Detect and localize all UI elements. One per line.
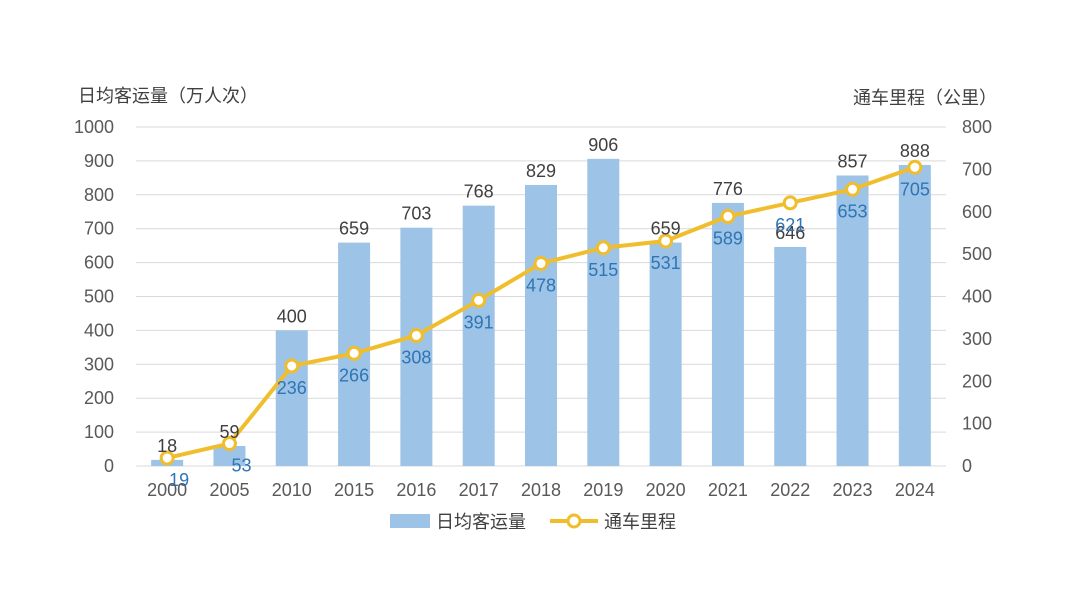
line-label-2024: 705 <box>900 179 930 199</box>
bar-2016 <box>400 227 433 466</box>
bar-2010 <box>275 330 308 466</box>
x-tick-2019: 2019 <box>583 480 623 500</box>
line-label-2017: 391 <box>464 312 494 332</box>
right-tick-4: 400 <box>962 287 992 307</box>
bar-2023 <box>836 175 869 467</box>
x-tick-2020: 2020 <box>646 480 686 500</box>
x-axis-ticks: 2000 2005 2010 2015 2016 2017 2018 2019 2020 2021… <box>147 480 935 500</box>
legend-bar-label: 日均客运量 <box>436 512 526 533</box>
bar-2018 <box>525 184 557 466</box>
bar-label-2019: 906 <box>588 135 618 155</box>
right-tick-5: 500 <box>962 244 992 264</box>
line-label-2018: 478 <box>526 275 556 295</box>
bar-2019 <box>587 158 620 466</box>
bar-label-2015: 659 <box>339 219 369 239</box>
line-marker-2018 <box>533 255 549 271</box>
left-tick-0: 0 <box>104 456 114 476</box>
line-series <box>159 159 923 466</box>
legend: 日均客运量 通车里程 <box>390 512 676 533</box>
line-label-2023: 653 <box>838 201 868 221</box>
legend-line-label: 通车里程 <box>604 512 676 533</box>
x-tick-2022: 2022 <box>770 480 810 500</box>
right-tick-6: 600 <box>962 202 992 222</box>
left-axis-ticks: 0 100 200 300 400 500 600 700 800 900 1000 <box>74 117 114 476</box>
line-label-2000: 19 <box>169 470 189 490</box>
x-tick-2023: 2023 <box>833 480 873 500</box>
right-tick-2: 200 <box>962 371 992 391</box>
left-tick-5: 500 <box>84 287 114 307</box>
left-tick-10: 1000 <box>74 117 114 137</box>
bar-label-2016: 703 <box>401 204 431 224</box>
line-label-2015: 266 <box>339 365 369 385</box>
bar-label-2005: 59 <box>219 422 239 442</box>
x-tick-2018: 2018 <box>521 480 561 500</box>
bar-2021 <box>711 202 744 466</box>
bar-data-labels: 18 59 400 659 703 768 829 906 659 776 646 857 888 <box>157 135 930 456</box>
line-label-2020: 531 <box>651 253 681 273</box>
bar-label-2020: 659 <box>651 219 681 239</box>
bar-label-2018: 829 <box>526 161 556 181</box>
left-tick-3: 300 <box>84 354 114 374</box>
right-tick-0: 0 <box>962 456 972 476</box>
x-tick-2000: 2000 <box>147 480 187 500</box>
line-marker-2015 <box>346 345 362 361</box>
line-label-2016: 308 <box>401 347 431 367</box>
right-tick-8: 800 <box>962 117 992 137</box>
line-marker-2022 <box>782 195 798 211</box>
left-tick-2: 200 <box>84 388 114 408</box>
line-marker-2024 <box>907 159 923 175</box>
line-marker-2020 <box>658 233 674 249</box>
x-tick-2021: 2021 <box>708 480 748 500</box>
line-label-2005: 53 <box>231 456 251 476</box>
x-tick-2005: 2005 <box>209 480 249 500</box>
line-marker-2016 <box>408 327 424 343</box>
bar-2005 <box>213 445 246 466</box>
bar-label-2000: 18 <box>157 436 177 456</box>
bar-label-2010: 400 <box>277 306 307 326</box>
bar-2024 <box>898 164 931 466</box>
line-label-2019: 515 <box>588 260 618 280</box>
left-tick-4: 400 <box>84 320 114 340</box>
left-axis-title: 日均客运量（万人次） <box>78 86 258 107</box>
x-tick-2015: 2015 <box>334 480 374 500</box>
right-tick-7: 700 <box>962 159 992 179</box>
right-axis-title: 通车里程（公里） <box>853 88 997 109</box>
left-tick-7: 700 <box>84 219 114 239</box>
right-axis-ticks: 0 100 200 300 400 500 600 700 800 <box>962 117 992 476</box>
line-marker-2000 <box>159 450 175 466</box>
left-tick-6: 600 <box>84 253 114 273</box>
line-label-2021: 589 <box>713 228 743 248</box>
right-tick-3: 300 <box>962 329 992 349</box>
left-tick-9: 900 <box>84 151 114 171</box>
x-tick-2024: 2024 <box>895 480 935 500</box>
line-label-2010: 236 <box>277 378 307 398</box>
line-marker-2005 <box>221 436 237 452</box>
line-marker-2017 <box>471 292 487 308</box>
line-marker-2023 <box>845 181 861 197</box>
line-label-2022: 621 <box>775 215 805 235</box>
legend-line-marker <box>566 513 582 529</box>
bar-2017 <box>462 205 495 466</box>
x-tick-2016: 2016 <box>396 480 436 500</box>
x-tick-2017: 2017 <box>459 480 499 500</box>
bar-2020 <box>649 242 682 466</box>
left-tick-8: 800 <box>84 185 114 205</box>
bar-label-2022: 646 <box>775 223 805 243</box>
bar-label-2023: 857 <box>838 151 868 171</box>
x-tick-2010: 2010 <box>272 480 312 500</box>
right-tick-1: 100 <box>962 414 992 434</box>
line-marker-2021 <box>720 208 736 224</box>
line-data-labels: 19 53 236 266 308 391 478 515 531 589 621 653 705 <box>169 179 930 490</box>
bar-label-2017: 768 <box>464 182 494 202</box>
line-marker-2019 <box>595 240 611 256</box>
legend-bar-swatch <box>390 514 430 528</box>
left-tick-1: 100 <box>84 422 114 442</box>
bar-series <box>151 158 931 467</box>
line-marker-2010 <box>284 358 300 374</box>
bar-label-2021: 776 <box>713 179 743 199</box>
bar-2022 <box>774 247 807 466</box>
bar-label-2024: 888 <box>900 141 930 161</box>
